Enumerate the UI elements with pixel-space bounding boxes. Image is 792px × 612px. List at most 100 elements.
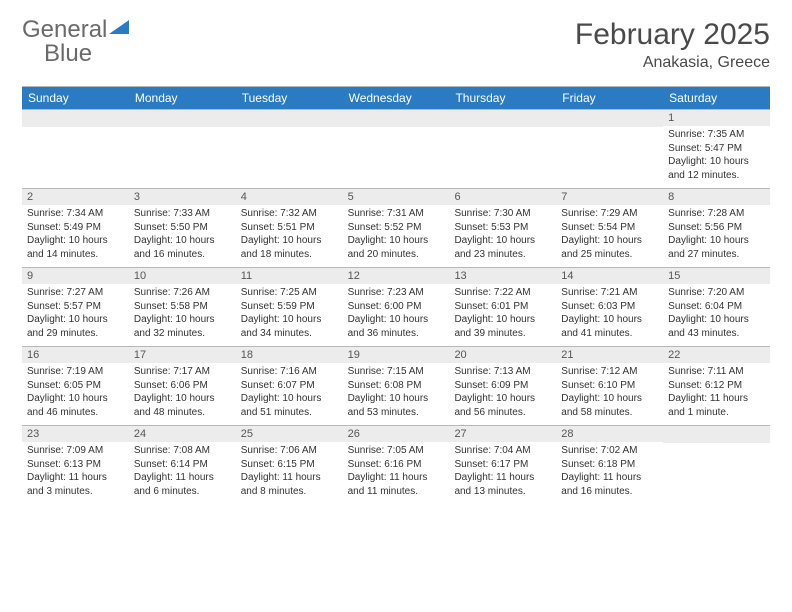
- day-cell: 20Sunrise: 7:13 AMSunset: 6:09 PMDayligh…: [449, 347, 556, 425]
- day-body: Sunrise: 7:31 AMSunset: 5:52 PMDaylight:…: [343, 205, 450, 265]
- day-body: Sunrise: 7:26 AMSunset: 5:58 PMDaylight:…: [129, 284, 236, 344]
- sunrise-text: Sunrise: 7:26 AM: [134, 286, 231, 300]
- sunset-text: Sunset: 5:59 PM: [241, 300, 338, 314]
- day-body: Sunrise: 7:05 AMSunset: 6:16 PMDaylight:…: [343, 442, 450, 502]
- daylight-text: Daylight: 10 hours and 53 minutes.: [348, 392, 445, 419]
- sunset-text: Sunset: 6:10 PM: [561, 379, 658, 393]
- week-row: 16Sunrise: 7:19 AMSunset: 6:05 PMDayligh…: [22, 346, 770, 425]
- day-cell: 14 Sunrise: 7:21 AMSunset: 6:03 PMDayligh…: [556, 268, 663, 346]
- sunset-text: Sunset: 5:57 PM: [27, 300, 124, 314]
- sunset-text: Sunset: 6:15 PM: [241, 458, 338, 472]
- day-cell: 19Sunrise: 7:15 AMSunset: 6:08 PMDayligh…: [343, 347, 450, 425]
- sunrise-text: Sunrise: 7:11 AM: [668, 365, 765, 379]
- day-number: 22: [663, 347, 770, 363]
- day-number: 12: [343, 268, 450, 284]
- sunrise-text: Sunrise: 7:29 AM: [561, 207, 658, 221]
- logo-text-1: General: [22, 16, 107, 43]
- daylight-text: Daylight: 10 hours and 46 minutes.: [27, 392, 124, 419]
- sunrise-text: Sunrise: 7:17 AM: [134, 365, 231, 379]
- day-number: 6: [449, 189, 556, 205]
- sunrise-text: Sunrise: 7:23 AM: [348, 286, 445, 300]
- sunset-text: Sunset: 6:18 PM: [561, 458, 658, 472]
- day-cell: 17Sunrise: 7:17 AMSunset: 6:06 PMDayligh…: [129, 347, 236, 425]
- sunset-text: Sunset: 6:01 PM: [454, 300, 551, 314]
- week-row: 23Sunrise: 7:09 AMSunset: 6:13 PMDayligh…: [22, 425, 770, 504]
- sunset-text: Sunset: 6:07 PM: [241, 379, 338, 393]
- daylight-text: Daylight: 10 hours and 23 minutes.: [454, 234, 551, 261]
- day-header-mon: Monday: [129, 87, 236, 109]
- day-header-fri: Friday: [556, 87, 663, 109]
- daylight-text: Daylight: 11 hours and 1 minute.: [668, 392, 765, 419]
- sunset-text: Sunset: 5:47 PM: [668, 142, 765, 156]
- daylight-text: Daylight: 11 hours and 8 minutes.: [241, 471, 338, 498]
- sunset-text: Sunset: 6:03 PM: [561, 300, 658, 314]
- day-number: 23: [22, 426, 129, 442]
- day-header-tue: Tuesday: [236, 87, 343, 109]
- day-cell: 24Sunrise: 7:08 AMSunset: 6:14 PMDayligh…: [129, 426, 236, 504]
- sunrise-text: Sunrise: 7:21 AM: [561, 286, 658, 300]
- daylight-text: Daylight: 10 hours and 12 minutes.: [668, 155, 765, 182]
- day-cell: 25 Sunrise: 7:06 AMSunset: 6:15 PMDayligh…: [236, 426, 343, 504]
- day-body: Sunrise: 7:22 AMSunset: 6:01 PMDaylight:…: [449, 284, 556, 344]
- day-body: Sunrise: 7:04 AMSunset: 6:17 PMDaylight:…: [449, 442, 556, 502]
- daylight-text: Daylight: 10 hours and 48 minutes.: [134, 392, 231, 419]
- day-body: Sunrise: 7:32 AMSunset: 5:51 PMDaylight:…: [236, 205, 343, 265]
- location-label: Anakasia, Greece: [575, 54, 770, 72]
- day-number: 7: [556, 189, 663, 205]
- day-header-row: Sunday Monday Tuesday Wednesday Thursday…: [22, 87, 770, 109]
- sunset-text: Sunset: 6:09 PM: [454, 379, 551, 393]
- weeks-container: 1Sunrise: 7:35 AMSunset: 5:47 PMDaylight…: [22, 109, 770, 504]
- sunrise-text: Sunrise: 7:06 AM: [241, 444, 338, 458]
- sunset-text: Sunset: 6:12 PM: [668, 379, 765, 393]
- day-cell: 8Sunrise: 7:28 AMSunset: 5:56 PMDaylight…: [663, 189, 770, 267]
- day-number: 19: [343, 347, 450, 363]
- day-cell: 15Sunrise: 7:20 AMSunset: 6:04 PMDayligh…: [663, 268, 770, 346]
- sunset-text: Sunset: 5:50 PM: [134, 221, 231, 235]
- day-cell: 13Sunrise: 7:22 AMSunset: 6:01 PMDayligh…: [449, 268, 556, 346]
- sunset-text: Sunset: 5:51 PM: [241, 221, 338, 235]
- day-body: Sunrise: 7:33 AMSunset: 5:50 PMDaylight:…: [129, 205, 236, 265]
- day-number: 15: [663, 268, 770, 284]
- daylight-text: Daylight: 11 hours and 3 minutes.: [27, 471, 124, 498]
- sunrise-text: Sunrise: 7:30 AM: [454, 207, 551, 221]
- logo-sail-icon: [109, 18, 131, 41]
- sunset-text: Sunset: 5:53 PM: [454, 221, 551, 235]
- day-body: Sunrise: 7:12 AMSunset: 6:10 PMDaylight:…: [556, 363, 663, 423]
- sunrise-text: Sunrise: 7:32 AM: [241, 207, 338, 221]
- day-number: 1: [663, 110, 770, 126]
- sunset-text: Sunset: 6:17 PM: [454, 458, 551, 472]
- day-number: 18: [236, 347, 343, 363]
- daylight-text: Daylight: 10 hours and 41 minutes.: [561, 313, 658, 340]
- day-number: 14: [556, 268, 663, 284]
- sunrise-text: Sunrise: 7:12 AM: [561, 365, 658, 379]
- daylight-text: Daylight: 10 hours and 27 minutes.: [668, 234, 765, 261]
- sunrise-text: Sunrise: 7:28 AM: [668, 207, 765, 221]
- day-cell: [22, 110, 129, 188]
- day-number: 13: [449, 268, 556, 284]
- day-cell: [449, 110, 556, 188]
- day-body: Sunrise: 7:23 AMSunset: 6:00 PMDaylight:…: [343, 284, 450, 344]
- daylight-text: Daylight: 11 hours and 11 minutes.: [348, 471, 445, 498]
- day-cell: [129, 110, 236, 188]
- day-number: 3: [129, 189, 236, 205]
- day-cell: 5Sunrise: 7:31 AMSunset: 5:52 PMDaylight…: [343, 189, 450, 267]
- day-cell: 26Sunrise: 7:05 AMSunset: 6:16 PMDayligh…: [343, 426, 450, 504]
- day-header-thu: Thursday: [449, 87, 556, 109]
- sunset-text: Sunset: 6:04 PM: [668, 300, 765, 314]
- day-number: 9: [22, 268, 129, 284]
- sunset-text: Sunset: 5:49 PM: [27, 221, 124, 235]
- daylight-text: Daylight: 10 hours and 36 minutes.: [348, 313, 445, 340]
- day-number: 20: [449, 347, 556, 363]
- day-cell: 27Sunrise: 7:04 AMSunset: 6:17 PMDayligh…: [449, 426, 556, 504]
- sunset-text: Sunset: 6:05 PM: [27, 379, 124, 393]
- day-number: 25: [236, 426, 343, 442]
- day-body: Sunrise: 7:15 AMSunset: 6:08 PMDaylight:…: [343, 363, 450, 423]
- daylight-text: Daylight: 10 hours and 14 minutes.: [27, 234, 124, 261]
- daylight-text: Daylight: 10 hours and 29 minutes.: [27, 313, 124, 340]
- day-body: Sunrise: 7:16 AMSunset: 6:07 PMDaylight:…: [236, 363, 343, 423]
- daylight-text: Daylight: 10 hours and 43 minutes.: [668, 313, 765, 340]
- day-number: 8: [663, 189, 770, 205]
- day-cell: 11Sunrise: 7:25 AMSunset: 5:59 PMDayligh…: [236, 268, 343, 346]
- daylight-text: Daylight: 11 hours and 16 minutes.: [561, 471, 658, 498]
- sunrise-text: Sunrise: 7:33 AM: [134, 207, 231, 221]
